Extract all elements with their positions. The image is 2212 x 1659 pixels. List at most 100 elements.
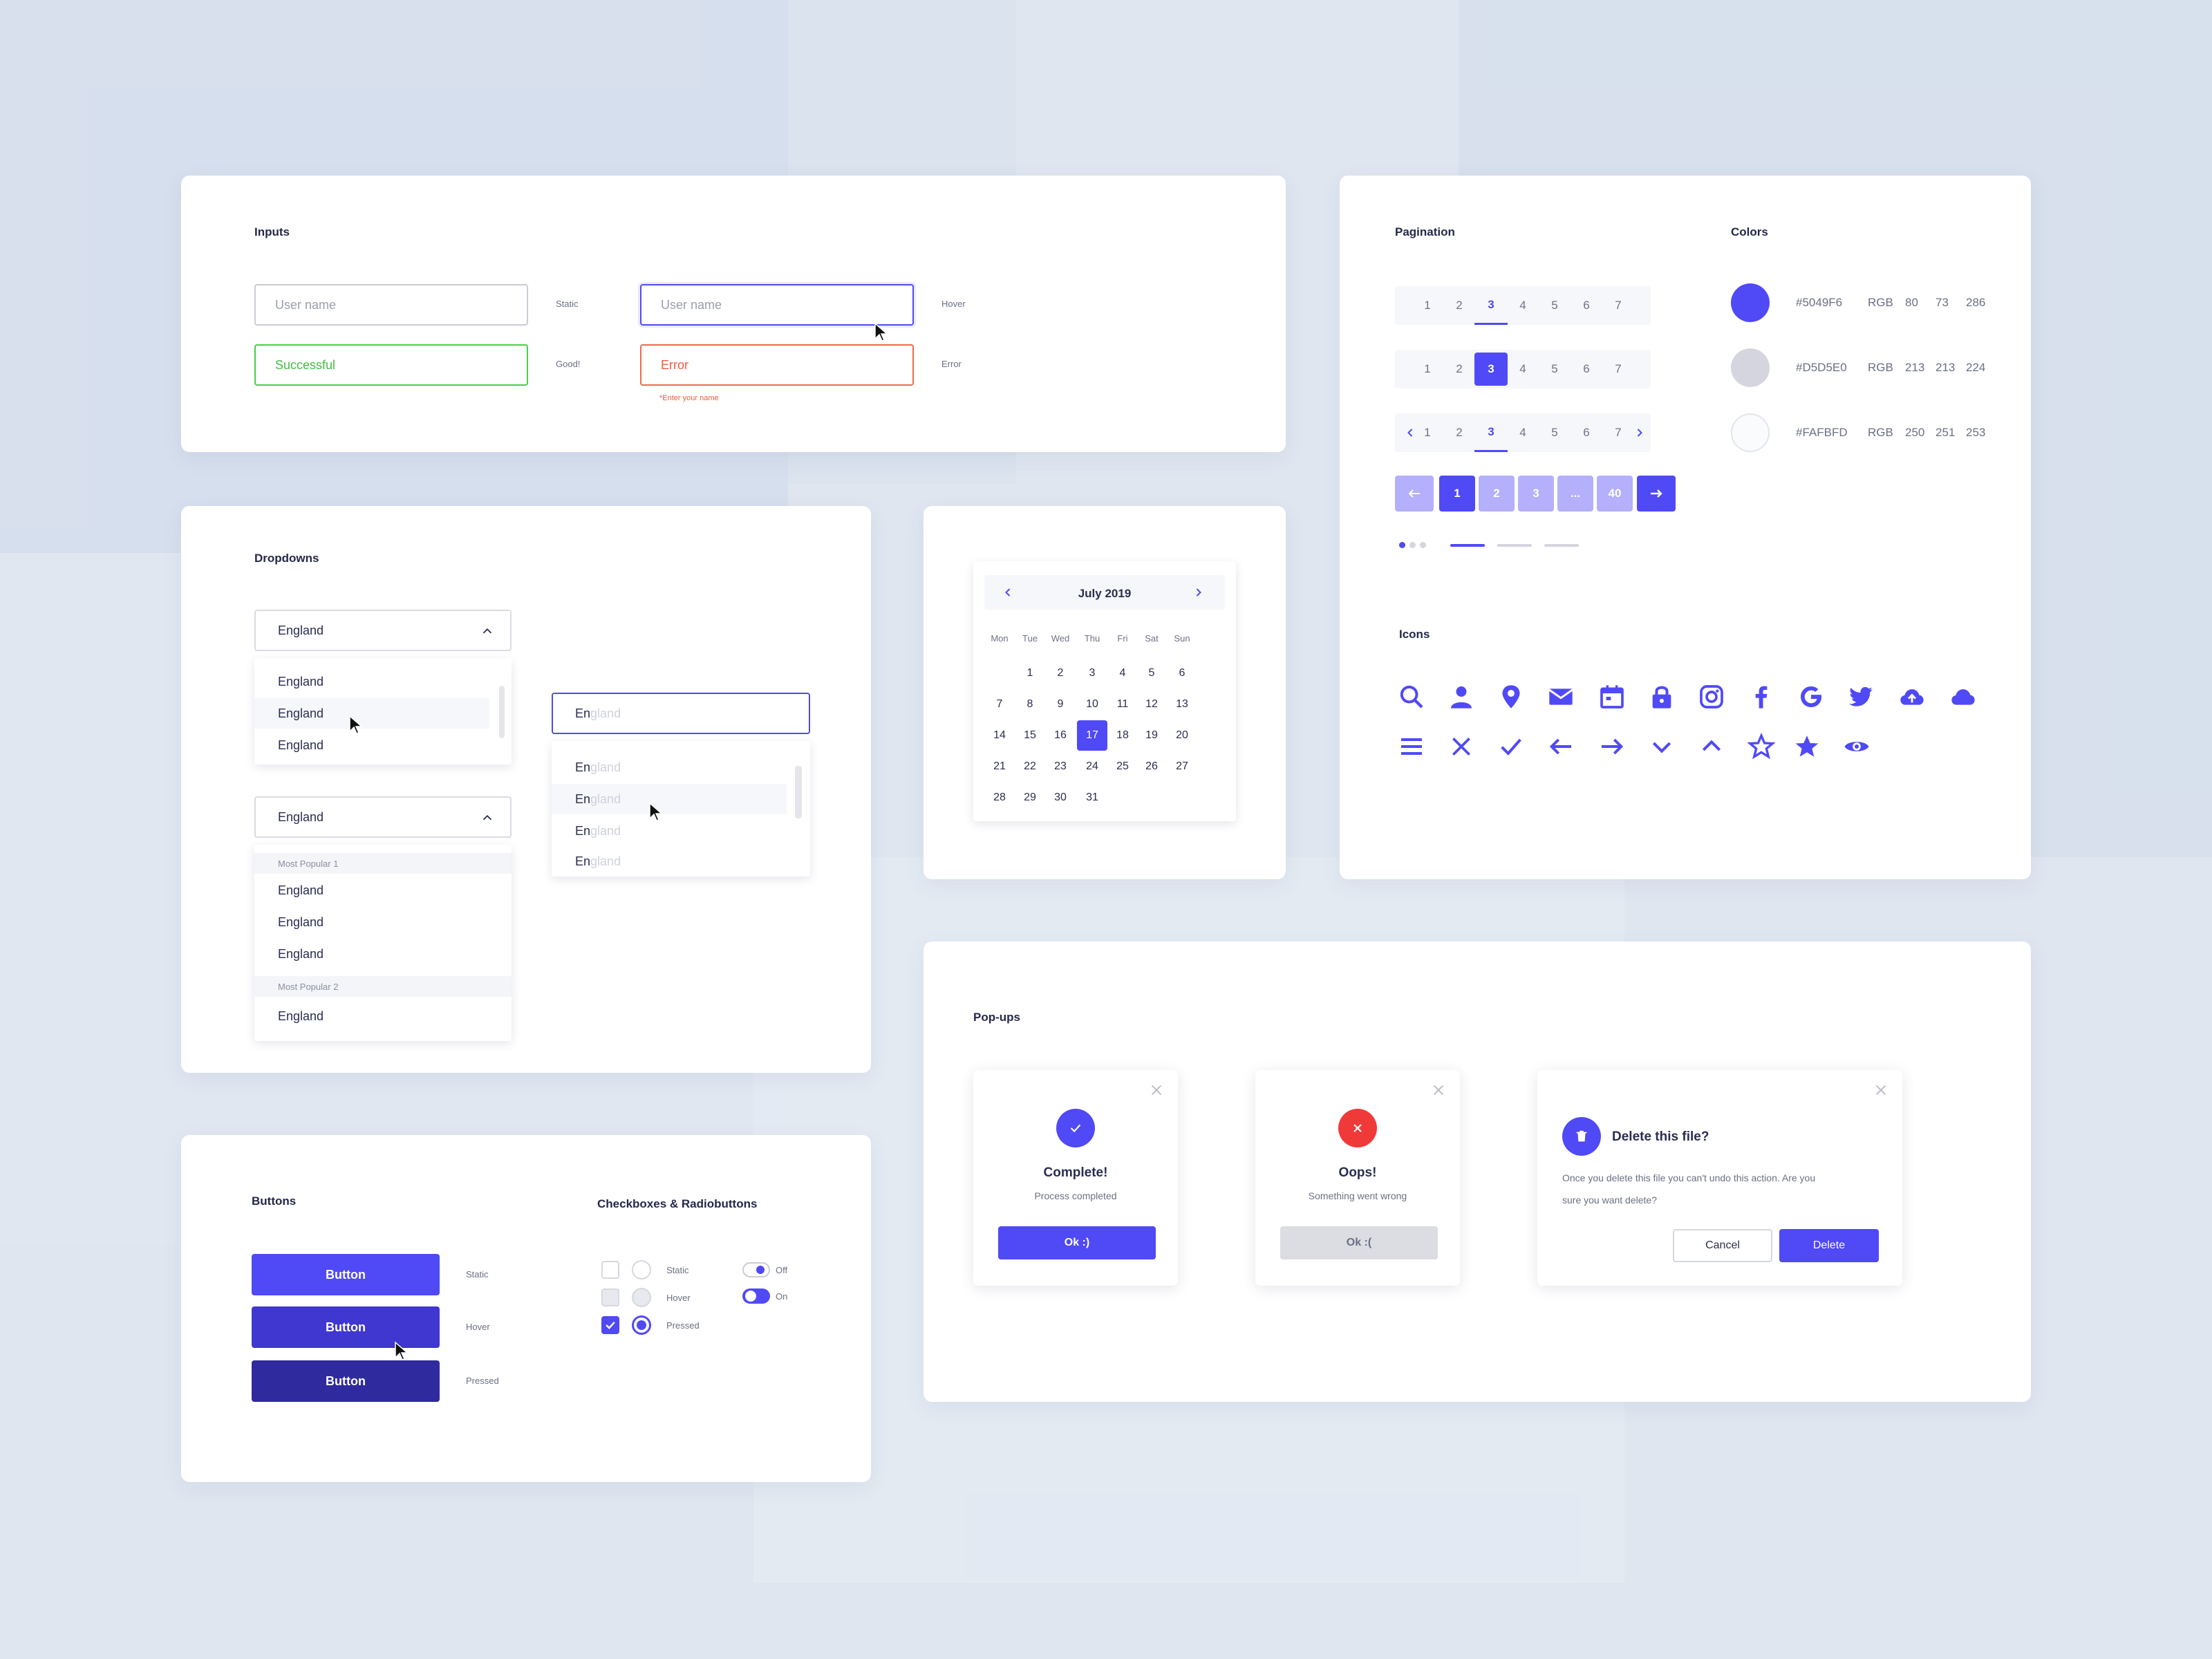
calendar-day[interactable]: 7: [996, 698, 1003, 710]
checkbox-static[interactable]: [601, 1261, 619, 1279]
calendar-day[interactable]: 2: [1057, 667, 1064, 679]
delete-button[interactable]: Delete: [1779, 1229, 1879, 1262]
page-number-active[interactable]: 3: [1474, 353, 1508, 386]
progress-line[interactable]: [1497, 544, 1532, 547]
carousel-dot[interactable]: [1409, 542, 1416, 548]
square-page-active[interactable]: 1: [1439, 476, 1475, 512]
ok-button[interactable]: Ok :): [998, 1226, 1156, 1259]
page-number[interactable]: 5: [1551, 299, 1558, 312]
calendar-day[interactable]: 15: [1024, 729, 1036, 741]
prev-page-button[interactable]: [1395, 476, 1434, 512]
page-number[interactable]: 4: [1519, 299, 1526, 312]
close-icon[interactable]: [1447, 733, 1475, 760]
cloud-icon[interactable]: [1949, 683, 1977, 711]
button-pressed[interactable]: Button: [252, 1360, 440, 1402]
close-icon[interactable]: [1149, 1082, 1164, 1098]
calendar-day[interactable]: 31: [1086, 791, 1098, 803]
instagram-icon[interactable]: [1698, 683, 1725, 711]
error-input[interactable]: Error: [640, 344, 914, 386]
chevron-right-icon[interactable]: [1633, 426, 1647, 440]
progress-line-active[interactable]: [1450, 544, 1485, 547]
page-number[interactable]: 7: [1615, 362, 1622, 375]
page-number[interactable]: 6: [1583, 426, 1590, 439]
list-item[interactable]: England: [278, 883, 324, 897]
toggle-off[interactable]: [742, 1262, 770, 1277]
page-number[interactable]: 4: [1519, 362, 1526, 375]
list-item[interactable]: England: [278, 674, 324, 688]
calendar-day[interactable]: 29: [1024, 791, 1036, 803]
page-number-active[interactable]: 3: [1474, 286, 1508, 325]
calendar-day[interactable]: 11: [1116, 698, 1129, 710]
user-icon[interactable]: [1447, 683, 1475, 711]
calendar-day[interactable]: 18: [1116, 729, 1129, 741]
square-page[interactable]: ...: [1557, 476, 1593, 512]
calendar-day[interactable]: 16: [1054, 729, 1067, 741]
ok-button[interactable]: Ok :(: [1280, 1226, 1438, 1259]
calendar-day[interactable]: 4: [1119, 667, 1126, 679]
button-hover[interactable]: Button: [252, 1306, 440, 1348]
cloud-upload-icon[interactable]: [1898, 683, 1926, 711]
page-number[interactable]: 6: [1583, 299, 1590, 312]
search-icon[interactable]: [1398, 683, 1425, 711]
chevron-left-icon[interactable]: [1403, 426, 1417, 440]
close-icon[interactable]: [1431, 1082, 1446, 1098]
close-icon[interactable]: [1873, 1082, 1888, 1098]
scrollbar[interactable]: [795, 766, 802, 818]
calendar-day[interactable]: 6: [1179, 667, 1185, 679]
page-number[interactable]: 2: [1456, 362, 1463, 375]
eye-icon[interactable]: [1843, 733, 1871, 760]
star-outline-icon[interactable]: [1747, 733, 1775, 760]
page-number[interactable]: 6: [1583, 362, 1590, 375]
grouped-dropdown[interactable]: England: [254, 796, 512, 838]
page-number[interactable]: 2: [1456, 299, 1463, 312]
autocomplete-input[interactable]: En gland: [552, 693, 810, 734]
calendar-day[interactable]: 12: [1145, 698, 1158, 710]
toggle-on[interactable]: [742, 1288, 770, 1304]
calendar-day[interactable]: 27: [1176, 760, 1188, 772]
calendar-day[interactable]: 3: [1089, 667, 1096, 679]
calendar-icon[interactable]: [1598, 683, 1626, 711]
checkbox-hover[interactable]: [601, 1288, 619, 1306]
page-number[interactable]: 4: [1519, 426, 1526, 439]
calendar-day[interactable]: 20: [1176, 729, 1188, 741]
page-number[interactable]: 2: [1456, 426, 1463, 439]
carousel-dot-active[interactable]: [1399, 542, 1405, 548]
calendar-day[interactable]: 8: [1027, 698, 1033, 710]
google-icon[interactable]: [1797, 683, 1825, 711]
calendar-day[interactable]: 28: [993, 791, 1006, 803]
arrow-right-icon[interactable]: [1598, 733, 1626, 760]
page-number[interactable]: 1: [1424, 299, 1431, 312]
radio-hover[interactable]: [632, 1288, 651, 1307]
calendar-day[interactable]: 23: [1054, 760, 1067, 772]
chevron-left-icon[interactable]: [1001, 585, 1015, 599]
page-number-active[interactable]: 3: [1474, 413, 1508, 452]
square-page[interactable]: 2: [1479, 476, 1515, 512]
calendar-day[interactable]: 10: [1086, 698, 1098, 710]
button-static[interactable]: Button: [252, 1254, 440, 1295]
chevron-up-icon[interactable]: [1698, 733, 1725, 760]
lock-icon[interactable]: [1648, 683, 1676, 711]
mail-icon[interactable]: [1547, 683, 1575, 711]
page-number[interactable]: 1: [1424, 426, 1431, 439]
page-number[interactable]: 5: [1551, 426, 1558, 439]
calendar-day[interactable]: 25: [1116, 760, 1129, 772]
list-item[interactable]: England: [278, 1009, 324, 1023]
star-filled-icon[interactable]: [1793, 733, 1821, 760]
cancel-button[interactable]: Cancel: [1673, 1229, 1772, 1262]
page-number[interactable]: 7: [1615, 426, 1622, 439]
country-dropdown[interactable]: England: [254, 610, 512, 651]
calendar-day[interactable]: 26: [1145, 760, 1158, 772]
calendar-day[interactable]: 24: [1086, 760, 1098, 772]
username-input-hover[interactable]: User name: [640, 284, 914, 326]
arrow-left-icon[interactable]: [1547, 733, 1575, 760]
facebook-icon[interactable]: [1747, 683, 1775, 711]
scrollbar[interactable]: [499, 686, 505, 738]
page-number[interactable]: 1: [1424, 362, 1431, 375]
checkbox-pressed[interactable]: [601, 1316, 619, 1334]
chevron-down-icon[interactable]: [1648, 733, 1676, 760]
calendar-day[interactable]: 13: [1176, 698, 1188, 710]
list-item-hover[interactable]: England: [254, 698, 489, 729]
